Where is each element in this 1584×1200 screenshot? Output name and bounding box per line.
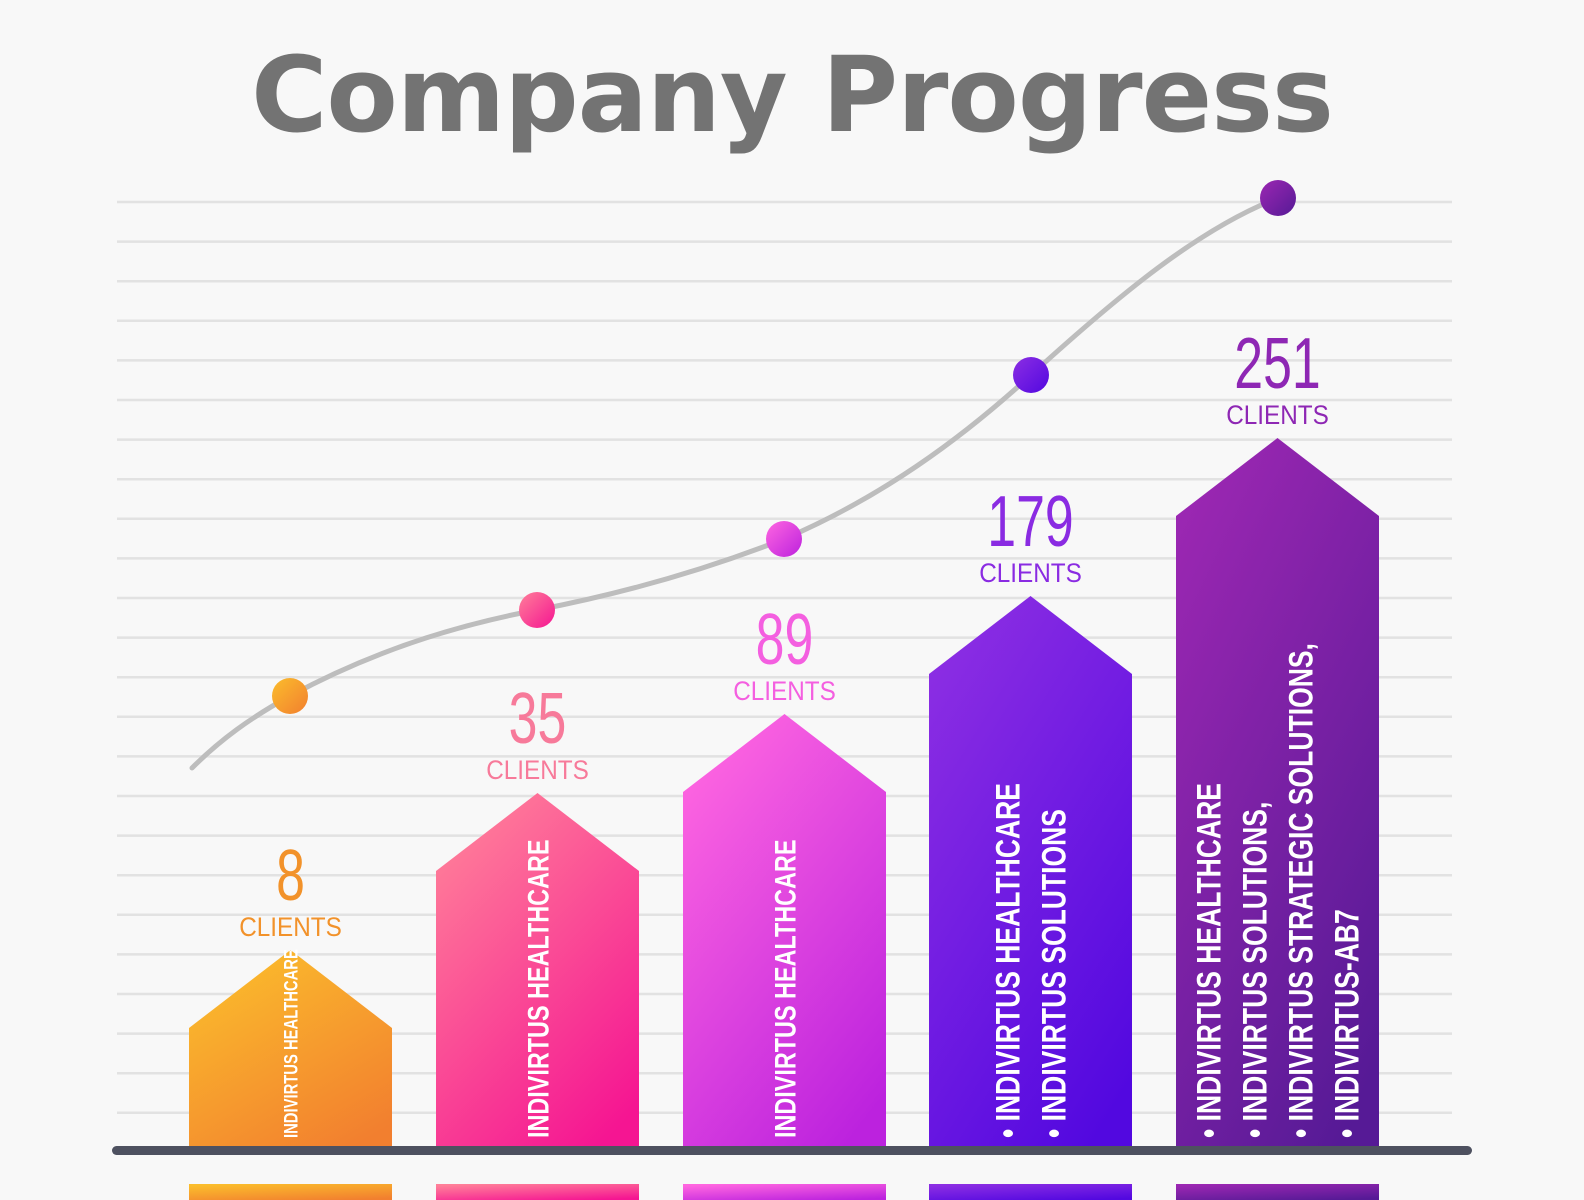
bar-1: INDIVIRTUS HEALTHCARE	[189, 949, 392, 1148]
value-unit: CLIENTS	[733, 677, 836, 706]
bar-2: INDIVIRTUS HEALTHCARE	[436, 793, 639, 1148]
value-unit: CLIENTS	[979, 559, 1082, 588]
trend-markers	[272, 180, 1296, 714]
bottom-strip	[683, 1184, 886, 1200]
chart-title: Company Progress	[251, 34, 1334, 156]
bar-annotation: • INDIVIRTUS STRATEGIC SOLUTIONS,	[1283, 643, 1321, 1138]
bottom-strips	[189, 1184, 1379, 1200]
bar-5: • INDIVIRTUS HEALTHCARE • INDIVIRTUS SOLU…	[1176, 438, 1379, 1148]
value-unit: CLIENTS	[239, 913, 342, 942]
bar-annotation: INDIVIRTUS HEALTHCARE	[281, 949, 302, 1138]
value-number: 251	[1234, 324, 1320, 404]
arrow-bar-shape	[1176, 438, 1379, 1148]
bar-annotation: • INDIVIRTUS HEALTHCARE	[1191, 783, 1229, 1138]
arrow-bar-shape	[189, 950, 392, 1148]
trend-dot	[1013, 357, 1049, 393]
value-number: 89	[756, 600, 814, 680]
bottom-strip	[1176, 1184, 1379, 1200]
value-unit: CLIENTS	[486, 756, 589, 785]
bars-group: INDIVIRTUS HEALTHCARE INDIVIRTUS HEALTHCA…	[189, 438, 1379, 1148]
value-unit: CLIENTS	[1226, 401, 1329, 430]
arrow-bar-shape	[929, 596, 1132, 1148]
trend-dot	[766, 521, 802, 557]
value-number: 179	[987, 482, 1073, 562]
bar-annotation: INDIVIRTUS HEALTHCARE	[522, 840, 555, 1138]
bar-4: • INDIVIRTUS HEALTHCARE • INDIVIRTUS SOLU…	[929, 596, 1132, 1148]
bottom-strip	[436, 1184, 639, 1200]
value-labels: 8CLIENTS35CLIENTS89CLIENTS179CLIENTS251C…	[239, 324, 1329, 943]
arrow-bar-shape	[683, 714, 886, 1148]
bar-annotation: INDIVIRTUS HEALTHCARE	[769, 840, 802, 1138]
trend-dot	[1260, 180, 1296, 216]
bar-3: INDIVIRTUS HEALTHCARE	[683, 714, 886, 1148]
bar-annotation: • INDIVIRTUS SOLUTIONS,	[1237, 802, 1275, 1138]
trend-dot	[272, 678, 308, 714]
value-number: 35	[509, 679, 567, 759]
value-number: 8	[276, 836, 305, 916]
bar-annotation: • INDIVIRTUS-AB7	[1329, 909, 1367, 1138]
arrow-bar-shape	[436, 793, 639, 1148]
bar-annotation: • INDIVIRTUS HEALTHCARE	[990, 783, 1028, 1138]
baseline-axis	[112, 1146, 1472, 1155]
bottom-strip	[189, 1184, 392, 1200]
bar-annotation: • INDIVIRTUS SOLUTIONS	[1036, 809, 1074, 1138]
trend-dot	[519, 592, 555, 628]
bottom-strip	[929, 1184, 1132, 1200]
